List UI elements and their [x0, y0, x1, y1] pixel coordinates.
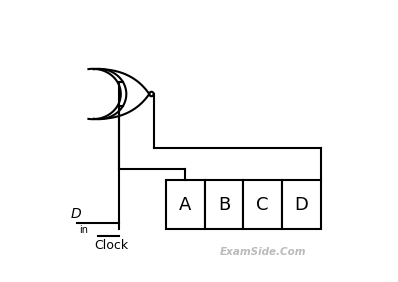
Text: Clock: Clock: [94, 239, 128, 252]
Bar: [205, 180, 243, 230]
Bar: [166, 180, 205, 230]
Text: A: A: [179, 196, 191, 213]
Text: in: in: [80, 225, 89, 235]
Text: $D$: $D$: [70, 207, 82, 221]
Bar: [243, 180, 282, 230]
Text: ExamSide.Com: ExamSide.Com: [219, 246, 306, 257]
Bar: [282, 180, 321, 230]
Text: D: D: [295, 196, 308, 213]
Text: B: B: [218, 196, 230, 213]
Text: C: C: [256, 196, 269, 213]
